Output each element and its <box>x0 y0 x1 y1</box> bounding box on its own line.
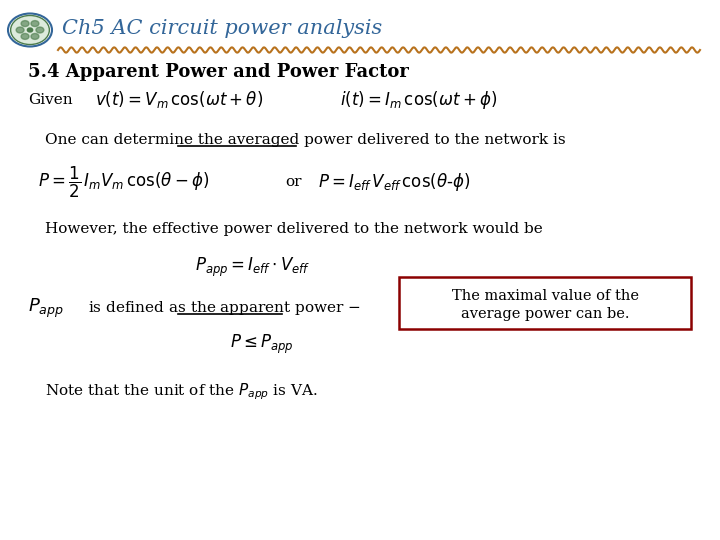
Text: Given: Given <box>28 93 73 107</box>
Text: average power can be.: average power can be. <box>461 307 629 321</box>
Circle shape <box>21 21 29 26</box>
FancyBboxPatch shape <box>399 277 691 329</box>
Text: $i(t){=}I_m\,\cos(\omega t+\phi)$: $i(t){=}I_m\,\cos(\omega t+\phi)$ <box>340 89 498 111</box>
Text: $P=I_{eff}\,V_{eff}\,\cos(\theta\text{-}\phi)$: $P=I_{eff}\,V_{eff}\,\cos(\theta\text{-}… <box>318 171 470 193</box>
Circle shape <box>36 27 44 33</box>
Circle shape <box>11 16 50 44</box>
Text: One can determine the averaged power delivered to the network is: One can determine the averaged power del… <box>45 133 566 147</box>
Text: $P=\dfrac{1}{2}\,I_m V_m\,\cos(\theta-\phi)$: $P=\dfrac{1}{2}\,I_m V_m\,\cos(\theta-\p… <box>38 164 210 200</box>
Text: Note that the unit of the $P_{app}$ is VA.: Note that the unit of the $P_{app}$ is V… <box>45 382 318 402</box>
Text: is defined as the apparent power $-$: is defined as the apparent power $-$ <box>88 299 361 317</box>
Text: 5.4 Apparent Power and Power Factor: 5.4 Apparent Power and Power Factor <box>28 63 409 81</box>
Circle shape <box>16 27 24 33</box>
Circle shape <box>21 33 29 39</box>
Text: $P_{app}=I_{eff}\cdot V_{eff}$: $P_{app}=I_{eff}\cdot V_{eff}$ <box>195 255 310 279</box>
Text: $P\leq P_{app}$: $P\leq P_{app}$ <box>230 333 294 356</box>
Text: $P_{app}$: $P_{app}$ <box>28 296 64 320</box>
Circle shape <box>31 33 39 39</box>
Text: However, the effective power delivered to the network would be: However, the effective power delivered t… <box>45 222 543 236</box>
Text: The maximal value of the: The maximal value of the <box>451 288 639 302</box>
Text: $v(t){=}V_m\,\cos(\omega t+\theta)$: $v(t){=}V_m\,\cos(\omega t+\theta)$ <box>95 90 264 111</box>
Circle shape <box>8 14 52 46</box>
Text: Ch5 AC circuit power analysis: Ch5 AC circuit power analysis <box>62 19 382 38</box>
Circle shape <box>31 21 39 26</box>
Text: or: or <box>285 175 302 189</box>
Circle shape <box>27 28 32 32</box>
